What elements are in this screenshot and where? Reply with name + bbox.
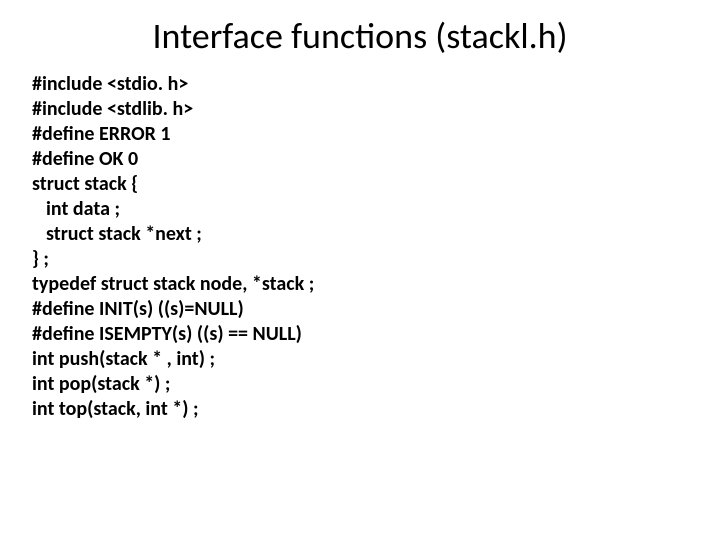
slide-title: Interface functions (stackl.h) bbox=[92, 14, 628, 58]
code-line: #define ERROR 1 bbox=[32, 122, 688, 147]
code-line: #include <stdio. h> bbox=[32, 72, 688, 97]
code-line: #define ISEMPTY(s) ((s) == NULL) bbox=[32, 322, 688, 347]
code-line: struct stack *next ; bbox=[32, 222, 688, 247]
slide-container: Interface functions (stackl.h) #include … bbox=[0, 0, 720, 540]
code-line: struct stack { bbox=[32, 172, 688, 197]
code-line: } ; bbox=[32, 247, 688, 272]
code-line: #include <stdlib. h> bbox=[32, 97, 688, 122]
code-line: #define INIT(s) ((s)=NULL) bbox=[32, 297, 688, 322]
code-line: int pop(stack *) ; bbox=[32, 372, 688, 397]
code-line: int push(stack * , int) ; bbox=[32, 347, 688, 372]
code-line: int data ; bbox=[32, 197, 688, 222]
code-line: typedef struct stack node, *stack ; bbox=[32, 272, 688, 297]
code-line: int top(stack, int *) ; bbox=[32, 397, 688, 422]
code-block: #include <stdio. h> #include <stdlib. h>… bbox=[32, 72, 688, 422]
code-line: #define OK 0 bbox=[32, 147, 688, 172]
